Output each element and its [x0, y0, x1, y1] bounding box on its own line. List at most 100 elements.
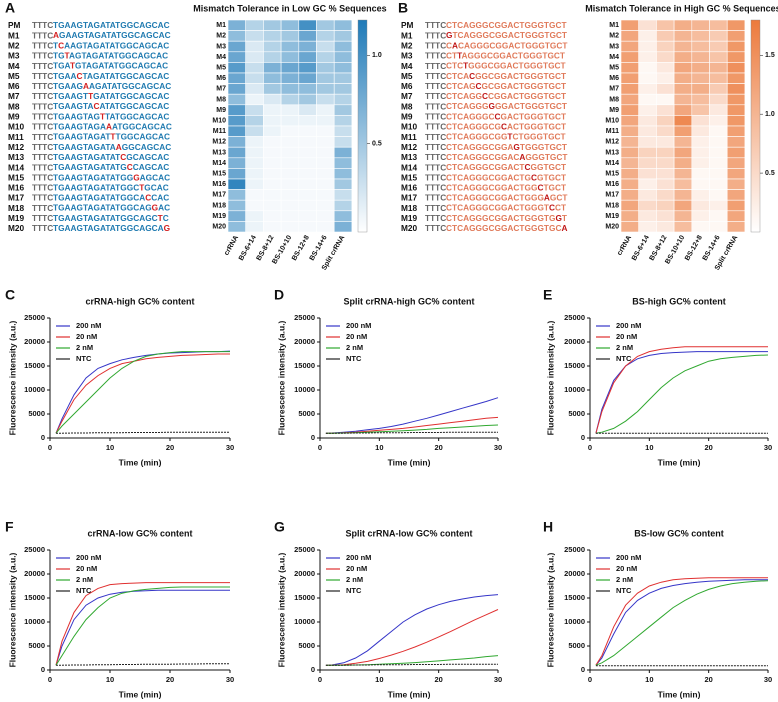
sequence-prefix: TTTC: [425, 101, 446, 111]
sequence-prefix: TTTC: [425, 30, 446, 40]
heatmap-cell: [726, 51, 746, 63]
heatmap-cell: [280, 221, 300, 233]
heatmap-cell: [280, 51, 300, 63]
heatmap-cell: [656, 19, 675, 31]
y-tick-label: 10000: [564, 385, 585, 394]
sequence: TGAAGTAGATATCGCAGCAC: [53, 152, 169, 162]
heatmap-cell: [245, 62, 264, 74]
heatmap-cell: [691, 115, 710, 127]
sequence-prefix: TTTC: [32, 152, 53, 162]
heatmap-row-label: M1: [216, 22, 226, 29]
heatmap-cell: [280, 157, 300, 169]
heatmap-cell: [245, 115, 264, 127]
heatmap-cell: [656, 115, 675, 127]
row-label: M6: [8, 81, 20, 91]
heatmap-cell: [673, 136, 693, 148]
heatmap-cell: [691, 40, 710, 53]
heatmap-cell: [726, 40, 746, 53]
heatmap-cell: [726, 115, 746, 127]
sequence: CTCAGGCCGGACTGGGTGCT: [446, 91, 566, 101]
heatmap-cell: [333, 189, 353, 201]
x-tick-label: 30: [494, 443, 502, 452]
x-tick-label: 10: [645, 443, 653, 452]
heatmap-cell: [227, 136, 247, 148]
heatmap-cell: [298, 51, 317, 63]
y-tick-label: 25000: [564, 313, 585, 322]
sequence-prefix: TTTC: [32, 71, 53, 81]
heatmap-cell: [316, 51, 335, 63]
sequence-prefix: TTTC: [32, 172, 53, 182]
heatmap-cell: [298, 210, 317, 222]
heatmap-cell: [316, 168, 335, 180]
legend-label: 200 nM: [76, 321, 101, 330]
sequence-prefix: TTTC: [32, 112, 53, 122]
x-tick-label: 30: [494, 675, 502, 684]
heatmap-cell: [316, 199, 335, 212]
heatmap-cell: [333, 157, 353, 169]
heatmap-cell: [316, 93, 335, 106]
heatmap-cell: [656, 125, 675, 137]
sequence: CTCAGGGCGGACTCGGTGCT: [446, 162, 566, 172]
heatmap-cell: [245, 125, 264, 137]
legend-label: 20 nM: [346, 564, 367, 573]
column-label: crRNA: [616, 234, 633, 256]
row-label: M5: [401, 71, 413, 81]
sequence: CTCAGGGCGGACTGGGTGCA: [446, 223, 567, 233]
heatmap-cell: [263, 210, 282, 222]
heatmap-cell: [673, 30, 693, 42]
heatmap-cell: [316, 19, 335, 31]
heatmap-cell: [656, 40, 675, 53]
heatmap-cell: [263, 62, 282, 74]
heatmap-cell: [245, 168, 264, 180]
sequence: CACAGGGCGGACTGGGTGCT: [446, 40, 567, 50]
sequence: TGAAGTAGATATGCCAGCAC: [53, 162, 169, 172]
heatmap-cell: [656, 157, 675, 169]
heatmap-cell: [726, 93, 746, 106]
heatmap-cell: [620, 30, 640, 42]
y-tick-label: 20000: [24, 569, 45, 578]
heatmap-row-label: M17: [605, 192, 619, 199]
series-line: [325, 416, 499, 434]
heatmap-cell: [620, 136, 640, 148]
heatmap-cell: [726, 146, 746, 159]
sequence-prefix: TTTC: [32, 30, 53, 40]
heatmap-cell: [227, 178, 247, 190]
heatmap-cell: [298, 199, 317, 212]
series-line: [325, 594, 499, 666]
heatmap-cell: [638, 72, 657, 84]
x-tick-label: 0: [588, 675, 592, 684]
legend-label: 2 nM: [76, 343, 93, 352]
heatmap-cell: [638, 221, 657, 233]
heatmap-cell: [263, 115, 282, 127]
heatmap-cell: [638, 93, 657, 106]
x-tick-label: 10: [375, 675, 383, 684]
sequence: CTCAGGGCGGACTGGGTGGT: [446, 213, 567, 223]
legend-label: 200 nM: [346, 553, 371, 562]
heatmap-cell: [620, 210, 640, 222]
row-label: M2: [8, 40, 20, 50]
sequence: TGAAGAAGATATGGCAGCAC: [53, 81, 171, 91]
heatmap-cell: [263, 104, 282, 116]
heatmap-cell: [333, 40, 353, 53]
legend-label: 20 nM: [76, 564, 97, 573]
sequence: TGTAGTAGATATGGCAGCAC: [53, 51, 168, 61]
legend-label: 2 nM: [616, 343, 633, 352]
heatmap-row-label: M20: [605, 224, 619, 231]
heatmap-cell: [316, 221, 335, 233]
heatmap-cell: [263, 125, 282, 137]
series-line: [325, 609, 499, 666]
series-line: [595, 577, 768, 666]
heatmap-cell: [333, 115, 353, 127]
heatmap-cell: [691, 221, 710, 233]
x-tick-label: 0: [48, 675, 52, 684]
y-tick-label: 10000: [294, 385, 315, 394]
y-tick-label: 10000: [294, 617, 315, 626]
heatmap-cell: [263, 136, 282, 148]
row-label: M5: [8, 71, 20, 81]
heatmap-cell: [227, 30, 247, 42]
heatmap-cell: [263, 72, 282, 84]
series-line: [595, 354, 769, 434]
heatmap-cell: [316, 136, 335, 148]
heatmap-cell: [333, 199, 353, 212]
heatmap-cell: [656, 62, 675, 74]
